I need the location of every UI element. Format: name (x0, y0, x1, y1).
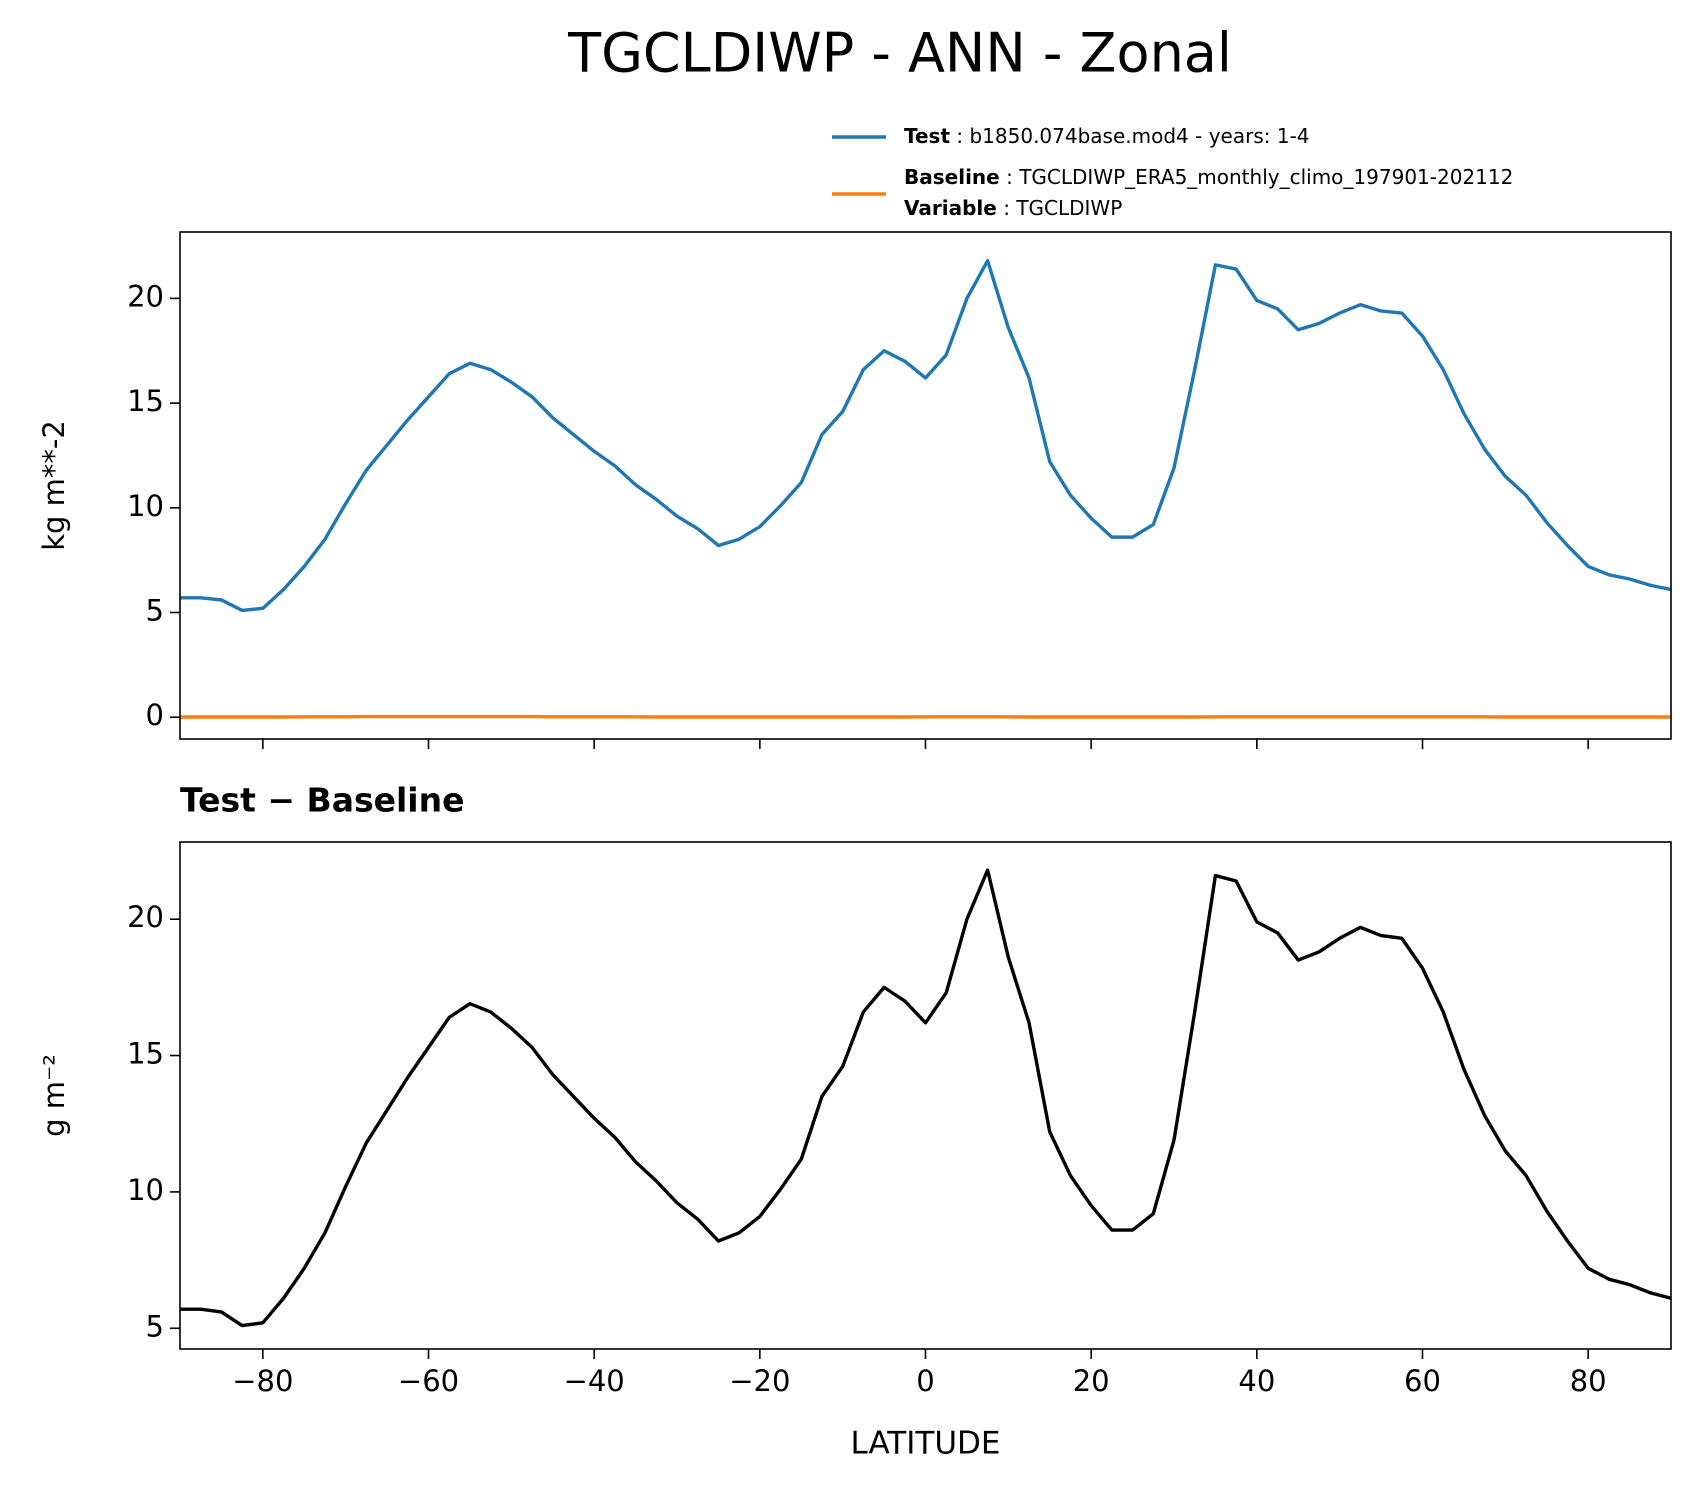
y-tick-label: 20 (127, 279, 164, 313)
legend-text: TGCLDIWP_ERA5_monthly_climo_197901-20211… (1018, 165, 1513, 189)
x-tick-label: 80 (1570, 1364, 1607, 1398)
x-tick-label: 40 (1238, 1364, 1275, 1398)
data-line (180, 258, 1671, 613)
legend-text: : (956, 124, 963, 148)
y-tick-label: 15 (127, 384, 164, 418)
x-tick-label: −80 (232, 1364, 293, 1398)
legend-text: b1850.074base.mod4 - years: 1-4 (969, 124, 1309, 148)
x-tick-label: −60 (398, 1364, 459, 1398)
legend-text: : (1003, 196, 1010, 220)
legend-text: Test (904, 124, 950, 148)
axes-frame (179, 231, 1672, 740)
x-tick-label: 20 (1073, 1364, 1110, 1398)
y-tick-label: 15 (127, 1037, 164, 1071)
x-tick-label: 60 (1404, 1364, 1441, 1398)
legend-entry: Test : b1850.074base.mod4 - years: 1-4 (904, 124, 1310, 148)
y-tick-label: 5 (146, 594, 164, 628)
y-tick-label: 10 (127, 489, 164, 523)
legend-text: TGCLDIWP (1015, 196, 1122, 220)
x-tick-label: −20 (729, 1364, 790, 1398)
x-tick-label: −40 (564, 1364, 625, 1398)
legend-entry: Variable : TGCLDIWP (904, 196, 1122, 220)
y-tick-label: 20 (127, 900, 164, 934)
y-tick-label: 10 (127, 1173, 164, 1207)
axes-frame (179, 841, 1672, 1350)
figure-title: TGCLDIWP - ANN - Zonal (567, 22, 1232, 85)
x-axis-label: LATITUDE (851, 1426, 1001, 1462)
panel-title: Test − Baseline (180, 781, 465, 820)
legend-text: : (1006, 165, 1013, 189)
y-axis-label: g m⁻² (37, 1054, 71, 1137)
y-tick-label: 5 (146, 1309, 164, 1343)
data-line (180, 868, 1671, 1328)
legend-entry: Baseline : TGCLDIWP_ERA5_monthly_climo_1… (904, 165, 1513, 189)
legend-text: Variable (904, 196, 997, 220)
legend-text: Baseline (904, 165, 1000, 189)
y-axis-label: kg m**-2 (37, 420, 71, 551)
x-tick-label: 0 (916, 1364, 934, 1398)
y-tick-label: 0 (146, 698, 164, 732)
